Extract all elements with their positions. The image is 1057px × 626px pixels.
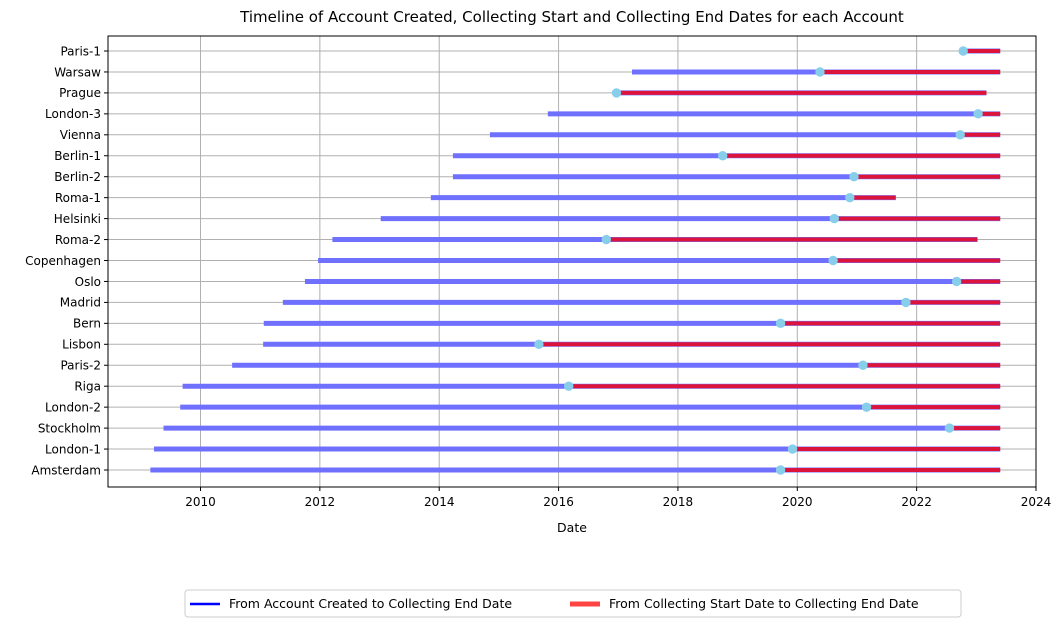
y-tick-label: Paris-2 [60, 359, 101, 373]
collecting-start-marker [815, 67, 825, 77]
x-tick-label: 2012 [305, 495, 336, 509]
y-tick-label: London-2 [45, 400, 101, 414]
y-tick-label: Warsaw [54, 65, 101, 79]
y-tick-label: Roma-1 [55, 191, 101, 205]
y-tick-label: Lisbon [62, 338, 101, 352]
collecting-start-marker [858, 360, 868, 370]
x-tick-label: 2022 [901, 495, 932, 509]
y-tick-label: Bern [73, 317, 101, 331]
y-tick-label: London-3 [45, 107, 101, 121]
y-tick-label: Stockholm [38, 421, 101, 435]
x-tick-label: 2024 [1021, 495, 1052, 509]
bar-layer [150, 46, 1001, 475]
collecting-start-marker [955, 130, 965, 140]
x-tick-label: 2010 [185, 495, 216, 509]
y-tick-label: Vienna [60, 128, 101, 142]
collecting-start-marker [787, 444, 798, 454]
y-tick-label: Roma-2 [55, 233, 101, 247]
axes-frame [107, 35, 1037, 488]
chart-title: Timeline of Account Created, Collecting … [239, 8, 904, 26]
y-tick-label: Berlin-1 [54, 149, 101, 163]
y-tick-label: Madrid [60, 296, 101, 310]
y-tick-label: Berlin-2 [54, 170, 101, 184]
collecting-start-marker [775, 465, 786, 475]
collecting-start-marker [861, 402, 872, 412]
collecting-start-marker [958, 46, 968, 56]
y-tick-label: Amsterdam [31, 463, 101, 477]
x-tick-label: 2014 [424, 495, 455, 509]
collecting-start-marker [775, 318, 786, 329]
y-tick-label: London-1 [45, 442, 101, 456]
x-axis-label: Date [557, 520, 587, 535]
x-tick-label: 2018 [663, 495, 694, 509]
legend-label-collecting: From Collecting Start Date to Collecting… [609, 596, 919, 611]
y-tick-label: Copenhagen [25, 254, 101, 268]
collecting-start-marker [828, 255, 838, 266]
y-tick-label: Prague [59, 86, 101, 100]
collecting-start-marker [564, 381, 574, 391]
collecting-start-marker [534, 339, 544, 349]
collecting-start-marker [973, 109, 983, 119]
x-tick-label: 2016 [543, 495, 574, 509]
y-tick-label: Paris-1 [60, 44, 101, 58]
y-tick-label: Riga [74, 380, 101, 394]
collecting-start-marker [901, 297, 911, 308]
collecting-start-marker [601, 234, 612, 245]
collecting-start-marker [849, 172, 859, 182]
collecting-start-marker [611, 88, 622, 98]
axes-layer: 2010 2012 2014 2016 2018 2020 2022 2024 Paris-1 W… [25, 35, 1052, 509]
collecting-start-marker [951, 276, 962, 287]
x-tick-label: 2020 [782, 495, 813, 509]
collecting-start-marker [717, 151, 728, 161]
legend: From Account Created to Collecting End D… [184, 589, 962, 618]
collecting-start-marker [845, 192, 855, 203]
collecting-start-marker [829, 213, 839, 224]
legend-label-created: From Account Created to Collecting End D… [229, 596, 512, 611]
collecting-start-marker [944, 423, 955, 433]
y-tick-label: Helsinki [54, 212, 101, 226]
y-tick-label: Oslo [75, 275, 101, 289]
